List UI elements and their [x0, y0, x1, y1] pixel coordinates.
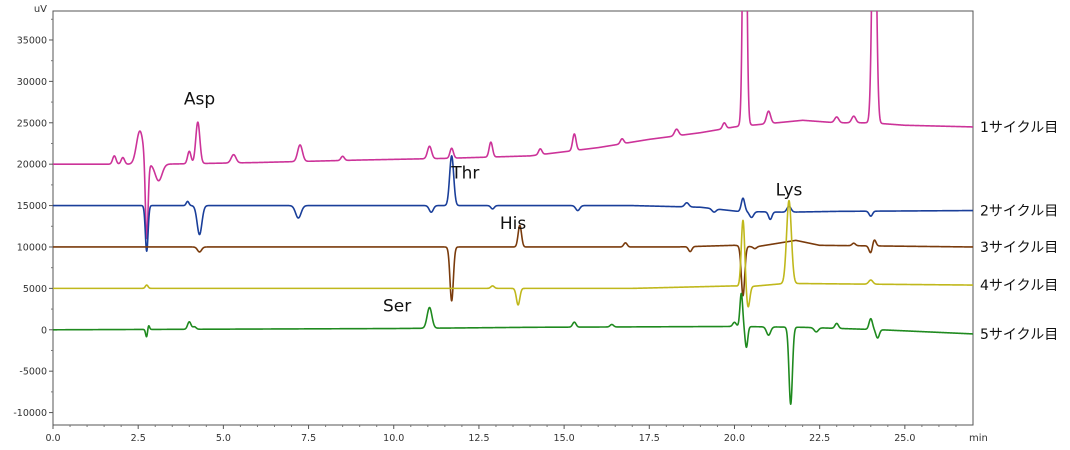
- x-tick-label: 5.0: [216, 433, 231, 444]
- trace-label-layer: 1サイクル目 2サイクル目 3サイクル目 4サイクル目 5サイクル目: [980, 120, 1058, 343]
- series-layer: [53, 11, 973, 405]
- x-tick-label: 20.0: [724, 433, 745, 444]
- y-tick-label: 0: [41, 325, 47, 336]
- series-line-4: [53, 199, 973, 308]
- y-tick-label: 5000: [23, 284, 47, 295]
- y-tick-label: 20000: [17, 160, 47, 171]
- peak-label-asp: Asp: [184, 90, 215, 110]
- y-tick-label: 15000: [17, 201, 47, 212]
- x-tick-label: 2.5: [131, 433, 146, 444]
- x-tick-label: 0.0: [45, 433, 60, 444]
- x-tick-label: 17.5: [639, 433, 660, 444]
- peak-label-thr: Thr: [450, 163, 479, 183]
- x-tick-label: 15.0: [554, 433, 575, 444]
- peak-label-his: His: [500, 214, 527, 234]
- x-tick-label: 12.5: [468, 433, 489, 444]
- series-line-1: [53, 11, 973, 240]
- y-axis-unit: uV: [34, 4, 47, 15]
- y-tick-label: -10000: [13, 408, 47, 419]
- y-tick-label: 35000: [17, 35, 47, 46]
- peak-label-ser: Ser: [383, 297, 411, 317]
- peak-label-lys: Lys: [776, 181, 803, 201]
- x-tick-label: 25.0: [894, 433, 915, 444]
- trace-label-3: 3サイクル目: [980, 240, 1058, 256]
- x-tick-label: 10.0: [383, 433, 404, 444]
- trace-label-5: 5サイクル目: [980, 327, 1058, 343]
- y-tick-label: 10000: [17, 242, 47, 253]
- label-layer: Asp Thr His Lys Ser: [184, 90, 803, 317]
- axes-layer: -10000 -5000 0 5000 10000 15000 20000 25000 3000…: [13, 4, 988, 444]
- series-line-2: [53, 155, 973, 252]
- trace-label-4: 4サイクル目: [980, 278, 1058, 294]
- x-tick-label: 22.5: [809, 433, 830, 444]
- y-tick-label: 25000: [17, 118, 47, 129]
- trace-label-2: 2サイクル目: [980, 204, 1058, 220]
- series-line-5: [53, 292, 973, 405]
- y-tick-label: 30000: [17, 77, 47, 88]
- y-tick-label: -5000: [19, 367, 47, 378]
- series-line-3: [53, 224, 973, 302]
- x-axis-unit: min: [969, 433, 988, 444]
- trace-label-1: 1サイクル目: [980, 120, 1058, 136]
- x-tick-label: 7.5: [301, 433, 316, 444]
